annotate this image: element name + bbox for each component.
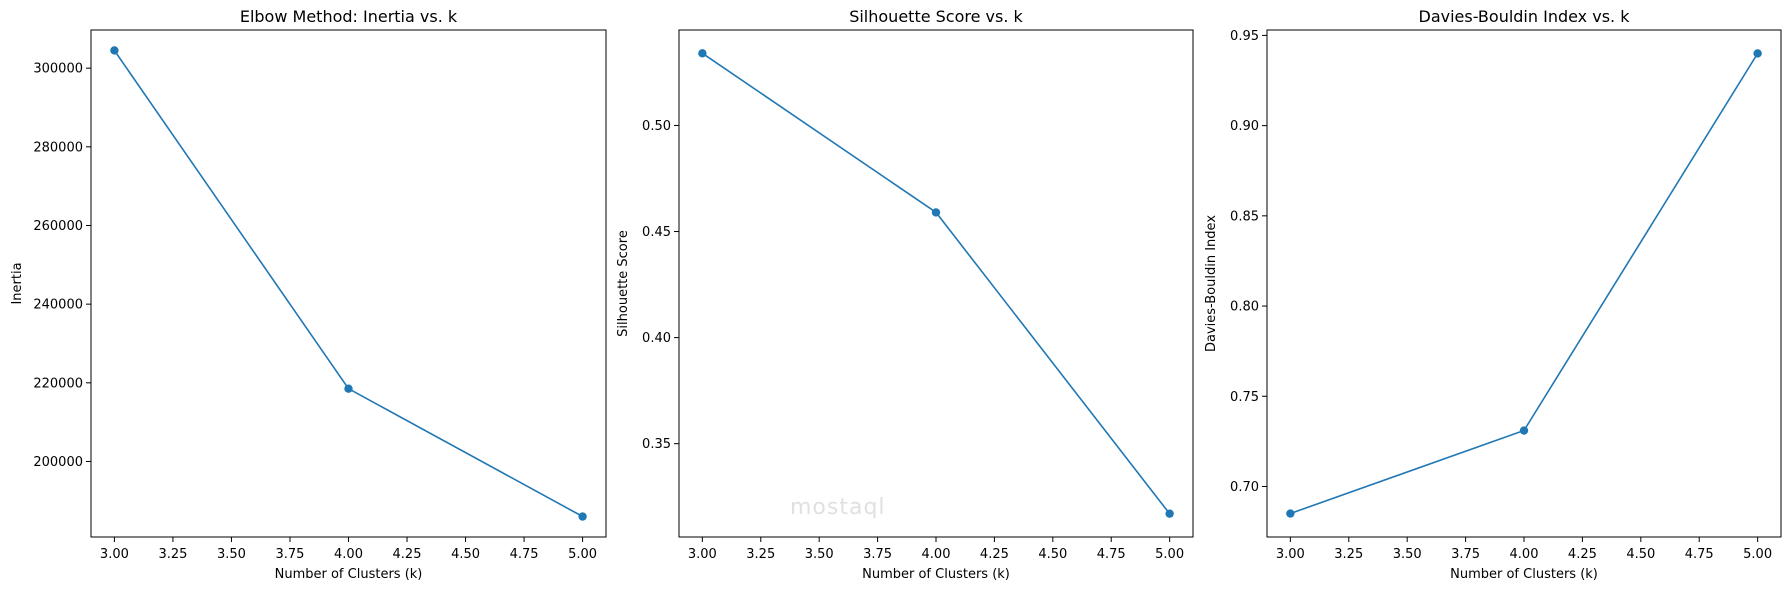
- x-tick-label: 4.50: [451, 547, 480, 562]
- chart-title: Davies-Bouldin Index vs. k: [1419, 7, 1631, 26]
- series-line: [701, 52, 1171, 515]
- x-tick-label: 3.75: [863, 547, 892, 562]
- x-tick-label: 4.25: [393, 547, 422, 562]
- data-point: [931, 208, 941, 217]
- x-axis-label: Number of Clusters (k): [1450, 567, 1598, 582]
- y-tick-label: 260000: [33, 219, 83, 234]
- chart-panel-2: Silhouette Score vs. k 3.00 3.25 3.50 3.75 4.…: [616, 7, 1194, 582]
- y-tick-label: 300000: [33, 62, 83, 77]
- x-tick-label: 5.00: [568, 547, 597, 562]
- watermark: mostaql: [790, 495, 886, 520]
- x-tick-label: 4.75: [510, 547, 539, 562]
- y-tick-label: 0.95: [1230, 29, 1259, 44]
- x-axis-label: Number of Clusters (k): [862, 567, 1010, 582]
- y-tick-label: 200000: [33, 455, 83, 470]
- chart-title: Elbow Method: Inertia vs. k: [240, 7, 458, 26]
- data-point: [698, 49, 707, 58]
- chart-panel-1: Elbow Method: Inertia vs. k 3.00 3.25 3.50 3…: [10, 7, 607, 582]
- y-tick-label: 0.80: [1230, 300, 1259, 315]
- data-point: [578, 512, 587, 521]
- y-tick-label: 0.70: [1230, 480, 1259, 495]
- x-tick-label: 4.75: [1097, 547, 1126, 562]
- x-tick-label: 3.75: [1451, 547, 1480, 562]
- x-tick-label: 5.00: [1155, 547, 1184, 562]
- x-tick-label: 3.00: [688, 547, 717, 562]
- y-tick-label: 220000: [33, 376, 83, 391]
- series-line: [1290, 53, 1759, 515]
- axes-frame: [1266, 29, 1782, 538]
- x-tick-label: 4.25: [1568, 547, 1597, 562]
- series-line: [113, 50, 583, 518]
- y-tick-label: 0.45: [642, 225, 671, 240]
- x-tick-label: 5.00: [1743, 547, 1772, 562]
- x-tick-label: 3.50: [1393, 547, 1422, 562]
- y-tick-label: 0.90: [1230, 119, 1259, 134]
- x-tick-label: 4.50: [1626, 547, 1655, 562]
- data-point: [1519, 426, 1529, 435]
- data-point: [1165, 509, 1174, 518]
- chart-panel-3: Davies-Bouldin Index vs. k 3.00 3.25 3.50 3.…: [1204, 7, 1782, 582]
- x-tick-label: 3.75: [276, 547, 305, 562]
- axes-frame: [678, 29, 1194, 538]
- y-tick-label: 0.85: [1230, 209, 1259, 224]
- data-point: [110, 46, 119, 55]
- x-tick-label: 4.75: [1685, 547, 1714, 562]
- y-tick-label: 240000: [33, 298, 83, 313]
- x-tick-label: 3.25: [158, 547, 187, 562]
- y-tick-label: 280000: [33, 140, 83, 155]
- x-tick-label: 4.00: [1510, 547, 1539, 562]
- x-axis-label: Number of Clusters (k): [275, 567, 423, 582]
- chart-title: Silhouette Score vs. k: [849, 7, 1023, 26]
- y-tick-label: 0.50: [642, 119, 671, 134]
- y-tick-label: 0.40: [642, 331, 671, 346]
- data-point: [1286, 509, 1295, 518]
- y-tick-label: 0.35: [642, 437, 671, 452]
- x-tick-label: 3.25: [1334, 547, 1363, 562]
- x-tick-label: 3.50: [805, 547, 834, 562]
- y-axis-label: Inertia: [10, 262, 25, 304]
- x-tick-label: 4.00: [334, 547, 363, 562]
- axes-frame: [90, 29, 607, 538]
- x-tick-label: 4.50: [1038, 547, 1067, 562]
- x-tick-label: 4.25: [980, 547, 1009, 562]
- y-tick-label: 0.75: [1230, 390, 1259, 405]
- y-axis-label: Silhouette Score: [616, 230, 631, 337]
- x-tick-label: 3.00: [1276, 547, 1305, 562]
- x-tick-label: 4.00: [922, 547, 951, 562]
- data-point: [1753, 49, 1762, 58]
- x-tick-label: 3.25: [746, 547, 775, 562]
- y-axis-label: Davies-Bouldin Index: [1204, 215, 1219, 352]
- x-tick-label: 3.50: [217, 547, 246, 562]
- x-tick-label: 3.00: [100, 547, 129, 562]
- data-point: [344, 384, 353, 393]
